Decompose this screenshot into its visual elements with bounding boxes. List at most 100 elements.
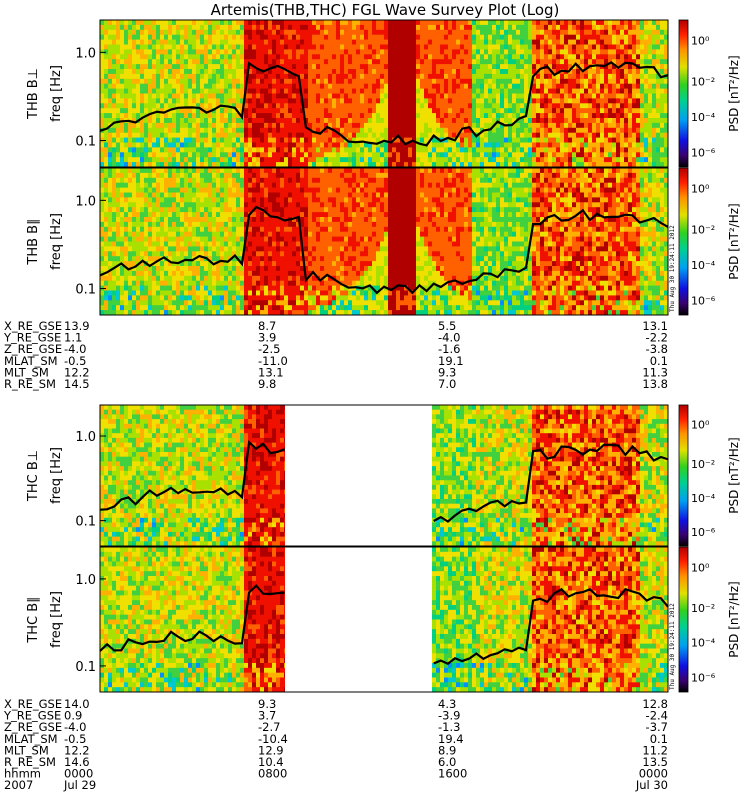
spectrogram-cell <box>328 20 332 25</box>
spectrogram-cell <box>312 108 316 113</box>
spectrogram-cell <box>304 133 308 138</box>
spectrogram-cell <box>332 30 336 35</box>
spectrogram-cell <box>100 30 104 35</box>
spectrogram-cell <box>140 25 144 30</box>
spectrogram-cell <box>128 49 132 54</box>
spectrogram-cell <box>120 54 124 59</box>
spectrogram-cell <box>308 59 312 64</box>
spectrogram-cell <box>288 123 292 128</box>
spectrogram-cell <box>328 74 332 79</box>
spectrogram-cell <box>220 40 224 45</box>
spectrogram-cell <box>316 74 320 79</box>
spectrogram-cell <box>204 59 208 64</box>
spectrogram-cell <box>132 20 136 25</box>
spectrogram-cell <box>304 138 308 143</box>
spectrogram-cell <box>148 98 152 103</box>
spectrogram-cell <box>136 89 140 94</box>
spectrogram-cell <box>288 74 292 79</box>
spectrogram-cell <box>128 54 132 59</box>
spectrogram-cell <box>184 30 188 35</box>
spectrogram-cell <box>104 157 108 162</box>
spectrogram-cell <box>264 74 268 79</box>
spectrogram-cell <box>124 98 128 103</box>
spectrogram-cell <box>192 113 196 118</box>
spectrogram-cell <box>280 59 284 64</box>
spectrogram-cell <box>256 123 260 128</box>
spectrogram-cell <box>184 113 188 118</box>
spectrogram-cell <box>192 35 196 40</box>
spectrogram-cell <box>132 59 136 64</box>
spectrogram-cell <box>204 113 208 118</box>
spectrogram-cell <box>248 35 252 40</box>
spectrogram-cell <box>200 40 204 45</box>
spectrogram-cell <box>192 98 196 103</box>
spectrogram-cell <box>280 138 284 143</box>
spectrogram-cell <box>168 64 172 69</box>
spectrogram-cell <box>148 143 152 148</box>
spectrogram-cell <box>260 108 264 113</box>
spectrogram-cell <box>300 69 304 74</box>
spectrogram-cell <box>320 152 324 157</box>
spectrogram-cell <box>156 45 160 50</box>
spectrogram-cell <box>148 147 152 152</box>
spectrogram-cell <box>116 30 120 35</box>
spectrogram-cell <box>196 133 200 138</box>
spectrogram-cell <box>248 49 252 54</box>
spectrogram-cell <box>120 30 124 35</box>
spectrogram-cell <box>308 89 312 94</box>
spectrogram-cell <box>196 74 200 79</box>
spectrogram-cell <box>276 113 280 118</box>
spectrogram-cell <box>104 79 108 84</box>
spectrogram-cell <box>244 45 248 50</box>
spectrogram-cell <box>268 59 272 64</box>
spectrogram-cell <box>332 94 336 99</box>
spectrogram-cell <box>164 59 168 64</box>
spectrogram-cell <box>212 35 216 40</box>
spectrogram-cell <box>112 25 116 30</box>
spectrogram-cell <box>184 20 188 25</box>
spectrogram-cell <box>196 59 200 64</box>
spectrogram-cell <box>136 84 140 89</box>
spectrogram-cell <box>120 152 124 157</box>
spectrogram-cell <box>188 79 192 84</box>
spectrogram-cell <box>212 20 216 25</box>
spectrogram-cell <box>304 45 308 50</box>
spectrogram-cell <box>136 94 140 99</box>
spectrogram-cell <box>276 25 280 30</box>
spectrogram-cell <box>232 98 236 103</box>
spectrogram-cell <box>232 45 236 50</box>
spectrogram-cell <box>156 143 160 148</box>
spectrogram-cell <box>140 94 144 99</box>
spectrogram-cell <box>164 79 168 84</box>
spectrogram-cell <box>264 123 268 128</box>
spectrogram-cell <box>324 59 328 64</box>
spectrogram-cell <box>132 49 136 54</box>
spectrogram-cell <box>288 103 292 108</box>
spectrogram-cell <box>252 20 256 25</box>
spectrogram-cell <box>240 74 244 79</box>
spectrogram-cell <box>160 133 164 138</box>
spectrogram-cell <box>168 84 172 89</box>
spectrogram-cell <box>108 113 112 118</box>
spectrogram-cell <box>200 128 204 133</box>
spectrogram-cell <box>128 84 132 89</box>
spectrogram-cell <box>320 45 324 50</box>
spectrogram-cell <box>232 54 236 59</box>
spectrogram-cell <box>328 152 332 157</box>
spectrogram-cell <box>316 84 320 89</box>
spectrogram-cell <box>296 49 300 54</box>
spectrogram-cell <box>196 147 200 152</box>
spectrogram-cell <box>192 40 196 45</box>
spectrogram-cell <box>184 74 188 79</box>
spectrogram-cell <box>208 138 212 143</box>
spectrogram-cell <box>100 108 104 113</box>
spectrogram-cell <box>280 123 284 128</box>
spectrogram-cell <box>212 30 216 35</box>
spectrogram-cell <box>160 69 164 74</box>
spectrogram-cell <box>316 113 320 118</box>
spectrogram-cell <box>208 123 212 128</box>
spectrogram-cell <box>268 84 272 89</box>
spectrogram-cell <box>100 118 104 123</box>
spectrogram-cell <box>212 143 216 148</box>
spectrogram-cell <box>324 20 328 25</box>
